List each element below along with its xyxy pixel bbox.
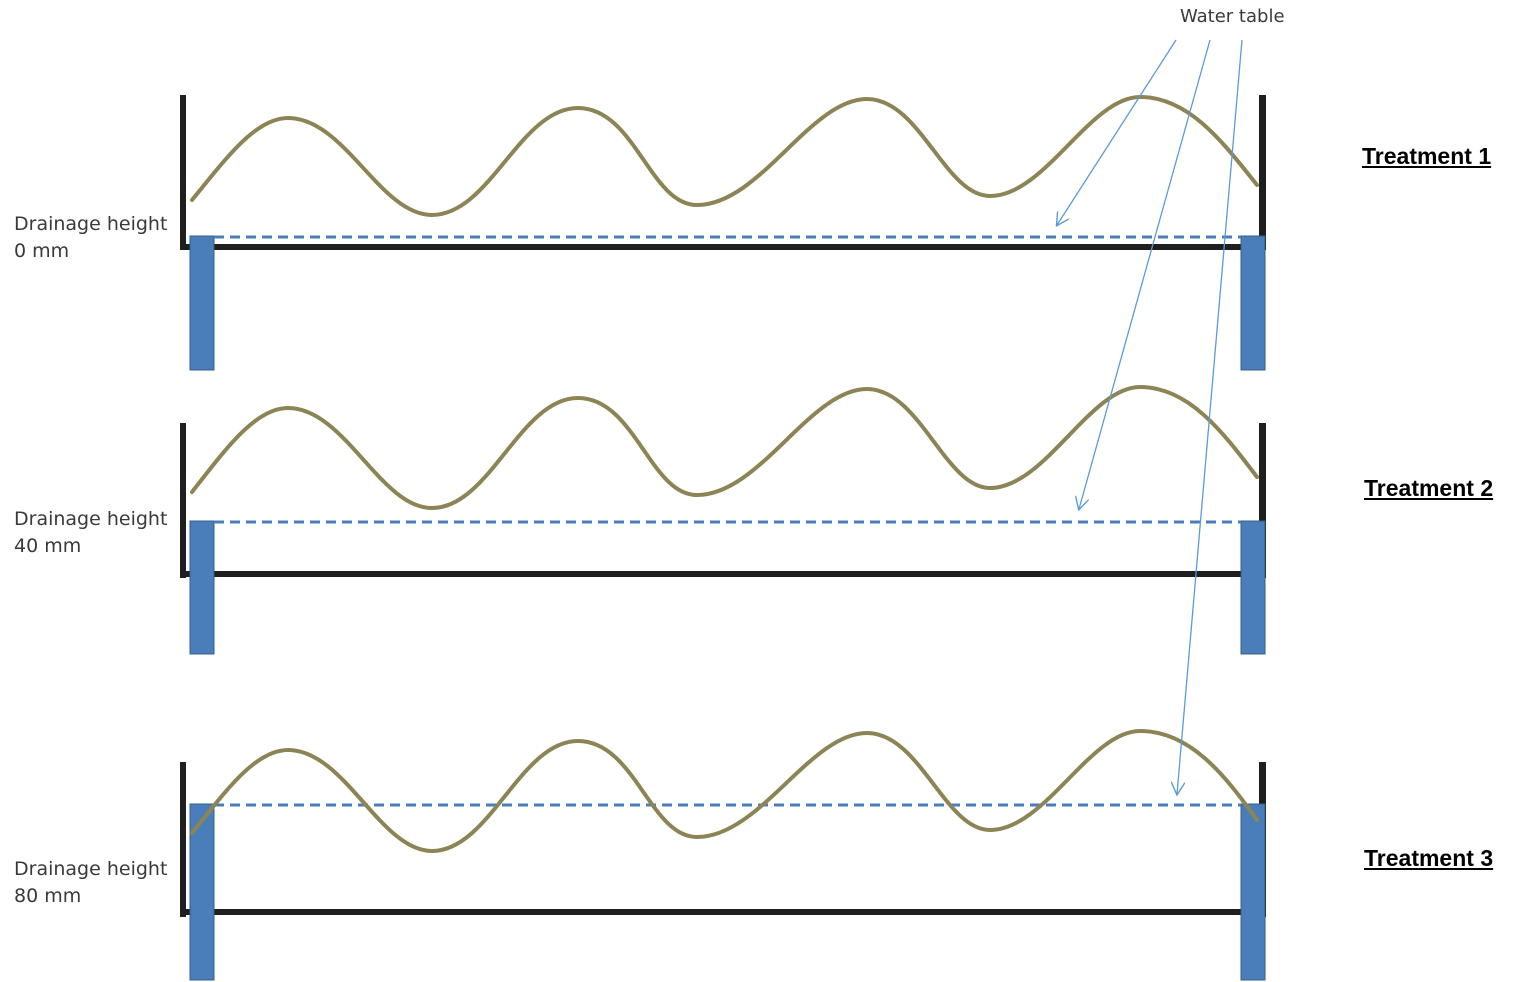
base-line — [186, 909, 1259, 915]
soil-surface-wave — [190, 94, 1259, 218]
left-drain-pipe — [189, 520, 215, 655]
treatment-1-label: Treatment 1 — [1362, 143, 1492, 169]
right-drain-pipe — [1240, 803, 1266, 981]
drainage-label-treatment-2: Drainage height 40 mm — [14, 506, 167, 560]
arrow-to-treatment-3 — [1177, 39, 1243, 794]
soil-surface-wave — [190, 728, 1259, 854]
treatment-2-label: Treatment 2 — [1364, 475, 1494, 501]
base-line — [186, 571, 1259, 577]
drainage-label-line2: 0 mm — [14, 240, 70, 262]
arrow-to-treatment-1 — [1057, 39, 1177, 225]
drainage-label-treatment-3: Drainage height 80 mm — [14, 856, 167, 910]
arrow-to-treatment-2 — [1079, 39, 1211, 509]
drainage-label-line1: Drainage height — [14, 213, 168, 235]
drainage-label-line1: Drainage height — [14, 508, 168, 530]
treatment-1-panel — [180, 94, 1266, 371]
treatment-3-panel — [180, 728, 1266, 981]
right-drain-pipe — [1240, 235, 1266, 371]
treatment-3-label: Treatment 3 — [1364, 845, 1494, 871]
left-wall — [180, 762, 186, 917]
right-wall — [1259, 423, 1266, 578]
base-line — [186, 244, 1259, 250]
soil-surface-wave — [190, 384, 1259, 511]
water-table-arrows — [1057, 39, 1243, 794]
right-drain-pipe — [1240, 520, 1266, 655]
right-wall — [1259, 95, 1266, 250]
water-table-label: Water table — [1180, 6, 1285, 27]
left-drain-pipe — [189, 235, 215, 371]
drainage-label-line2: 80 mm — [14, 885, 82, 907]
left-wall — [180, 95, 186, 250]
drainage-label-line1: Drainage height — [14, 858, 168, 880]
drainage-label-line2: 40 mm — [14, 535, 82, 557]
treatment-2-panel — [180, 384, 1266, 655]
drainage-label-treatment-1: Drainage height 0 mm — [14, 211, 167, 265]
left-wall — [180, 423, 186, 578]
